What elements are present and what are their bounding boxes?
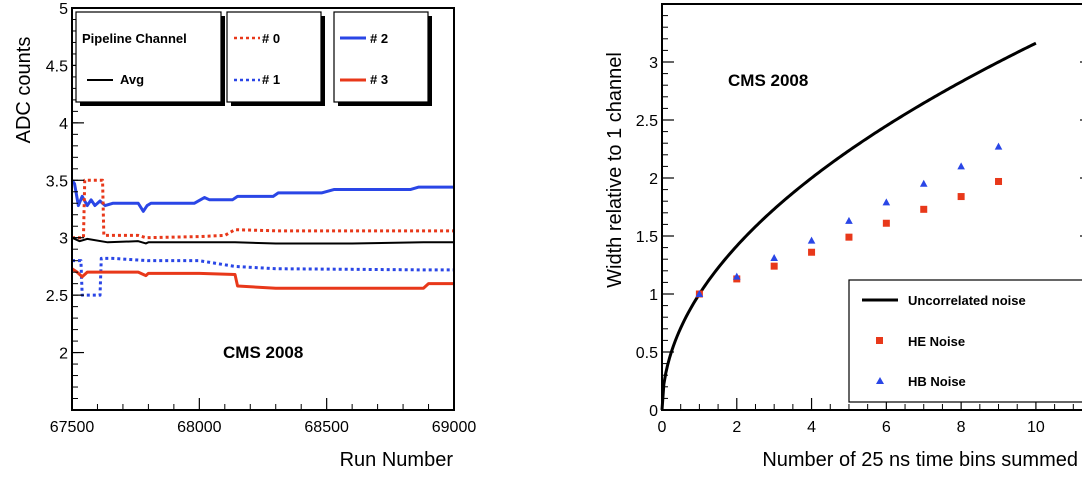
x-axis-title: Number of 25 ns time bins summed [762, 449, 1078, 471]
series-line [72, 256, 454, 297]
he-noise-point [882, 219, 890, 227]
series-line [71, 236, 454, 245]
he-noise-point [957, 193, 965, 201]
plot-frame [71, 7, 455, 411]
y-axis-title: ADC counts [13, 37, 35, 144]
cms-annotation: CMS 2008 [728, 71, 808, 90]
legend-label-he: HE Noise [908, 334, 965, 349]
legend-box-ch23 [333, 11, 429, 103]
legend: Uncorrelated noise HE Noise HB Noise [848, 279, 1082, 403]
he-noise-point [808, 248, 816, 256]
pipeline-channel-plot: 67500 68000 68500 69000 2 2.5 3 3.5 4 4.5 5 ADC co… [13, 1, 476, 471]
he-noise-point [995, 177, 1003, 185]
y-tick-label: 1 [649, 287, 658, 304]
y-tick-label: 2.5 [46, 288, 68, 305]
x-tick-label: 67500 [50, 419, 95, 436]
hb-noise-point [994, 142, 1003, 150]
hb-noise-point [957, 162, 965, 170]
x-tick-label: 69000 [432, 419, 477, 436]
legend: Pipeline Channel Avg # 0 # 1 # 2 # 3 [75, 11, 432, 106]
y-tick-label: 2 [59, 346, 68, 363]
x-tick-label: 68000 [177, 419, 222, 436]
y-tick-label: 2.5 [636, 113, 658, 130]
plot-frame [661, 3, 1082, 411]
y-tick-label: 4 [59, 116, 68, 133]
noise-width-plot: 0 2 4 6 8 10 0 0.5 1 1.5 2 2.5 3 Width relative to 1… [604, 3, 1082, 471]
x-tick-label: 2 [732, 419, 741, 436]
x-tick-label: 4 [807, 419, 816, 436]
legend-label-ch2: # 2 [370, 31, 388, 46]
y-tick-label: 1.5 [636, 229, 658, 246]
legend-label-ch1: # 1 [262, 72, 280, 87]
y-tick-label: 3 [649, 55, 658, 72]
hb-noise-point [770, 254, 778, 262]
x-tick-label: 68500 [304, 419, 349, 436]
legend-label-ch0: # 0 [262, 31, 280, 46]
series-line [70, 179, 454, 213]
he-noise-point [920, 205, 928, 213]
legend-label-ch3: # 3 [370, 72, 388, 87]
hb-noise-point [732, 272, 741, 280]
hb-noise-point [882, 198, 891, 206]
he-noise-point [770, 262, 778, 270]
legend-label-uncorrelated: Uncorrelated noise [908, 293, 1026, 308]
legend-swatch-he [876, 337, 883, 344]
y-tick-label: 5 [59, 1, 68, 18]
hb-noise-point [807, 236, 816, 244]
x-tick-label: 8 [957, 419, 966, 436]
x-tick-label: 0 [658, 419, 667, 436]
legend-label-hb: HB Noise [908, 374, 966, 389]
y-tick-label: 2 [649, 171, 658, 188]
tick-group: 0 2 4 6 8 10 0 0.5 1 1.5 2 2.5 3 [636, 15, 1082, 436]
uncorrelated-noise-curve [660, 41, 1037, 411]
x-axis-title: Run Number [340, 449, 454, 471]
y-tick-label: 4.5 [46, 58, 68, 75]
hb-noise-point [695, 290, 704, 297]
tick-group: 67500 68000 68500 69000 2 2.5 3 3.5 4 4.5 5 [46, 1, 477, 436]
hb-noise-point [919, 179, 928, 187]
legend-box-title [75, 11, 222, 103]
y-axis-title: Width relative to 1 channel [604, 52, 626, 288]
series-line [71, 267, 454, 290]
cms-annotation: CMS 2008 [223, 343, 303, 362]
legend-swatch-hb [876, 377, 884, 384]
hb-noise-point [845, 216, 853, 224]
legend-box-ch01 [226, 11, 322, 103]
he-noise-point [845, 233, 853, 241]
x-tick-label: 6 [882, 419, 891, 436]
y-tick-label: 0 [649, 403, 658, 420]
legend-label-avg: Avg [120, 72, 144, 87]
series-group [660, 41, 1037, 411]
y-tick-label: 3.5 [46, 173, 68, 190]
series-line [72, 178, 454, 240]
legend-title: Pipeline Channel [82, 31, 187, 46]
y-tick-label: 3 [59, 231, 68, 248]
y-tick-label: 0.5 [636, 345, 658, 362]
series-group [70, 178, 454, 297]
x-tick-label: 10 [1027, 419, 1045, 436]
